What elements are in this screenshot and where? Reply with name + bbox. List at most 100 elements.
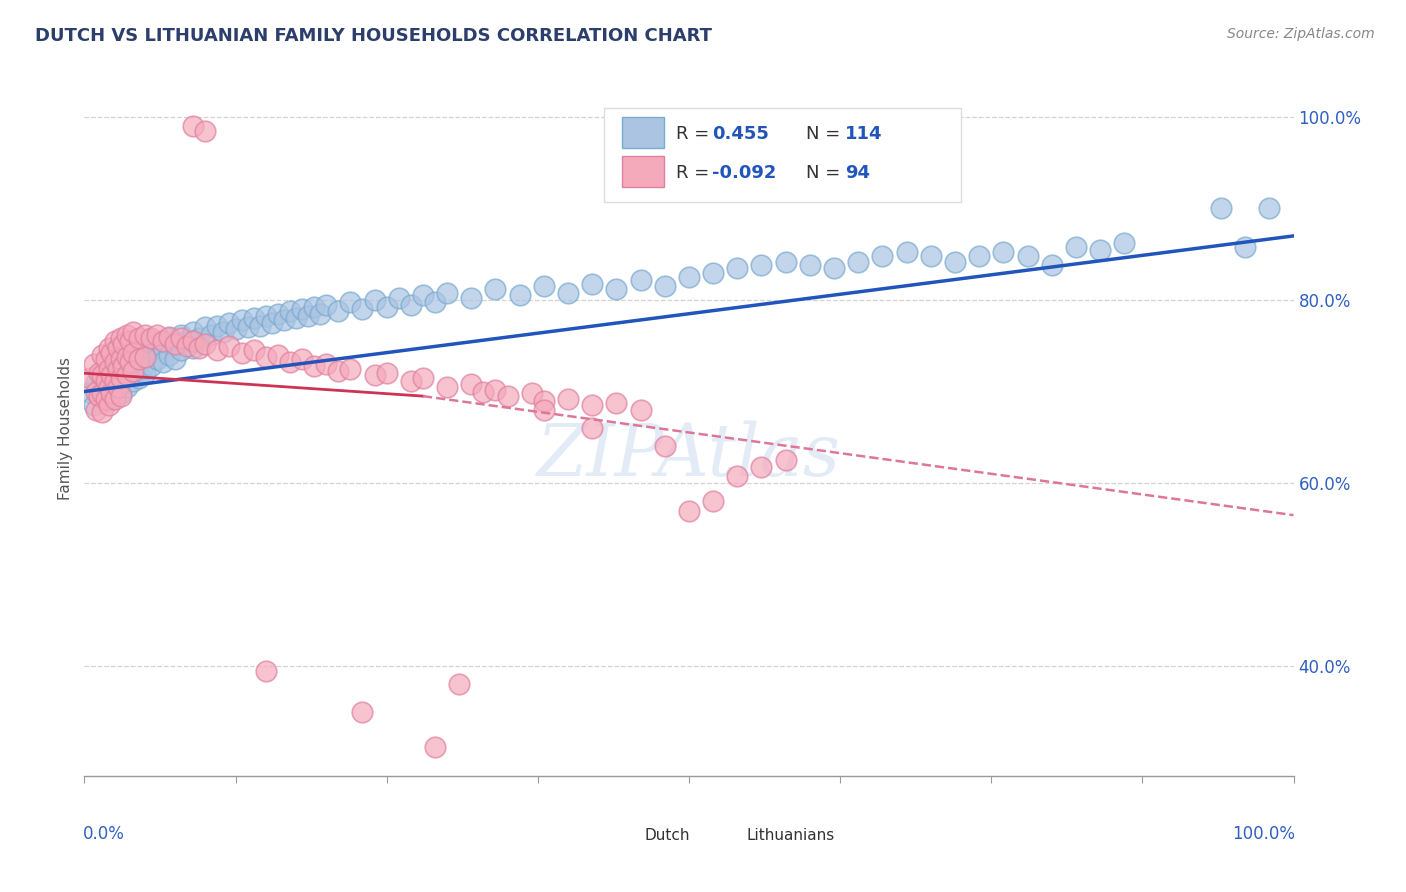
Point	[165, 337, 187, 351]
Point	[1114, 236, 1136, 251]
Point	[146, 327, 169, 342]
Point	[302, 359, 325, 373]
Text: Lithuanians: Lithuanians	[747, 828, 835, 843]
Point	[87, 389, 110, 403]
Point	[436, 285, 458, 300]
Point	[165, 337, 187, 351]
Point	[702, 494, 724, 508]
Point	[115, 327, 138, 342]
Point	[460, 291, 482, 305]
Point	[630, 273, 652, 287]
Point	[751, 459, 773, 474]
Point	[115, 348, 138, 362]
Point	[581, 421, 603, 435]
Point	[533, 402, 555, 417]
Point	[605, 282, 627, 296]
Point	[134, 327, 156, 342]
Point	[115, 364, 138, 378]
Point	[157, 348, 180, 362]
Point	[460, 377, 482, 392]
Point	[139, 331, 162, 345]
Point	[291, 302, 314, 317]
Point	[1161, 822, 1184, 837]
Point	[121, 325, 143, 339]
Text: R =: R =	[676, 125, 714, 143]
Point	[678, 270, 700, 285]
Point	[139, 359, 162, 373]
Point	[993, 245, 1015, 260]
Point	[176, 339, 198, 353]
Point	[110, 386, 132, 401]
Point	[1234, 240, 1257, 254]
Point	[218, 339, 240, 353]
Text: 94: 94	[845, 164, 870, 182]
Point	[799, 258, 821, 272]
Point	[79, 371, 101, 385]
Point	[128, 331, 150, 345]
Point	[581, 398, 603, 412]
FancyBboxPatch shape	[607, 825, 640, 849]
Point	[107, 377, 129, 392]
Text: ZIPAtlas: ZIPAtlas	[537, 421, 841, 491]
Point	[388, 291, 411, 305]
Point	[115, 380, 138, 394]
Point	[423, 294, 446, 309]
Point	[86, 384, 108, 399]
Point	[775, 453, 797, 467]
Point	[86, 376, 108, 390]
Point	[920, 249, 942, 263]
Point	[104, 357, 127, 371]
Point	[97, 361, 120, 376]
Point	[291, 352, 314, 367]
Point	[165, 352, 187, 367]
Point	[134, 350, 156, 364]
Point	[1017, 249, 1039, 263]
Point	[176, 334, 198, 348]
Point	[254, 310, 277, 324]
Point	[375, 366, 398, 380]
Point	[152, 341, 174, 355]
Point	[110, 371, 132, 385]
Point	[436, 380, 458, 394]
Point	[284, 311, 308, 326]
Point	[100, 346, 122, 360]
Point	[120, 355, 142, 369]
Point	[242, 343, 264, 358]
Point	[278, 304, 301, 318]
FancyBboxPatch shape	[623, 156, 664, 186]
Point	[104, 392, 127, 406]
Point	[231, 346, 253, 360]
Text: 0.455: 0.455	[711, 125, 769, 143]
Point	[1040, 258, 1063, 272]
Point	[302, 301, 325, 315]
Point	[170, 327, 193, 342]
Point	[751, 258, 773, 272]
Point	[146, 352, 169, 367]
Point	[260, 316, 283, 330]
Point	[100, 368, 122, 382]
Text: N =: N =	[806, 125, 846, 143]
Point	[273, 313, 295, 327]
Point	[121, 374, 143, 388]
Point	[107, 361, 129, 376]
Point	[896, 245, 918, 260]
Point	[104, 376, 127, 390]
Point	[131, 361, 153, 376]
Point	[87, 389, 110, 403]
Point	[315, 297, 337, 311]
Point	[449, 677, 471, 691]
Point	[112, 337, 135, 351]
Text: 0.0%: 0.0%	[83, 825, 125, 843]
Point	[100, 386, 122, 401]
Point	[94, 392, 117, 406]
Point	[91, 384, 114, 399]
Point	[91, 368, 114, 382]
FancyBboxPatch shape	[710, 825, 742, 849]
Point	[128, 352, 150, 367]
Point	[207, 343, 229, 358]
Point	[121, 364, 143, 378]
Point	[1088, 243, 1111, 257]
Point	[91, 348, 114, 362]
Point	[352, 705, 374, 719]
Point	[112, 374, 135, 388]
